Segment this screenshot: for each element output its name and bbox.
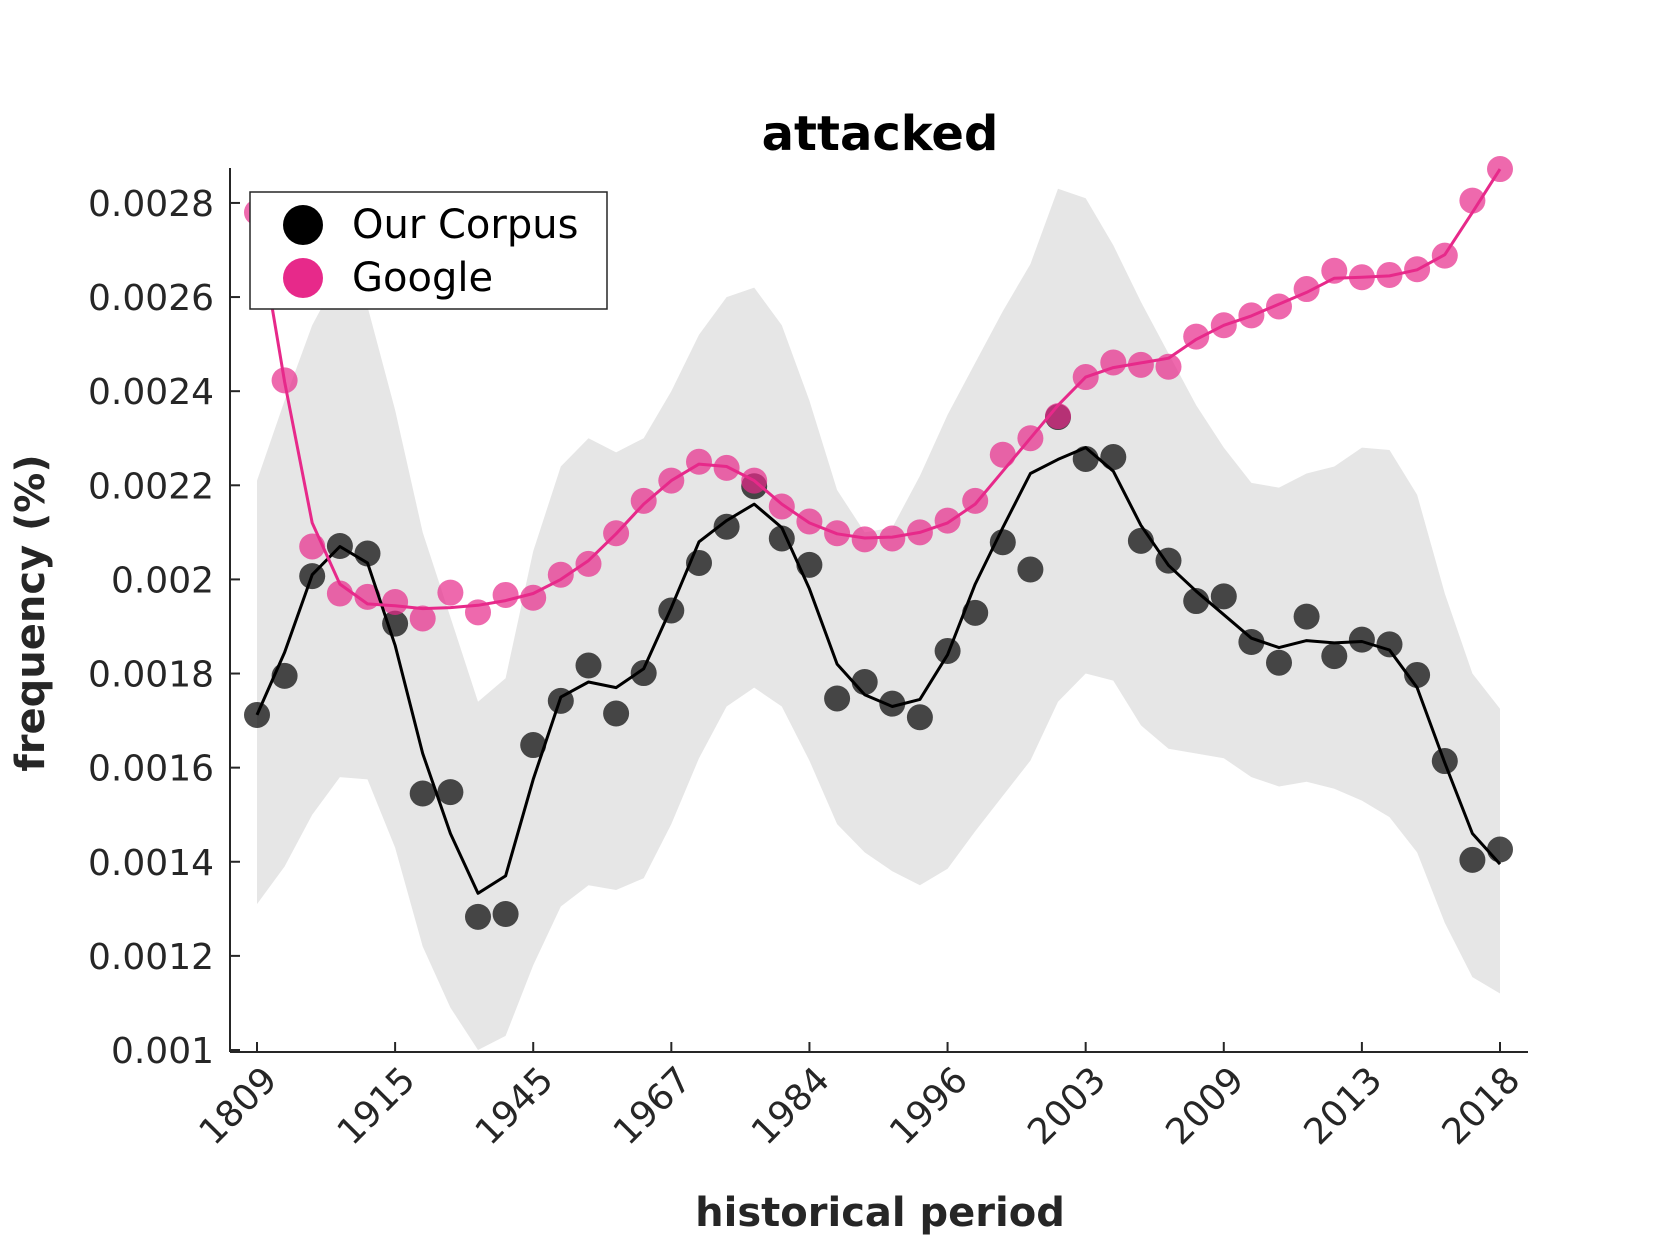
band-area	[257, 188, 1500, 1051]
data-point	[879, 690, 906, 717]
data-point	[934, 507, 961, 534]
data-point	[1127, 351, 1154, 378]
data-point	[1100, 444, 1127, 471]
data-point	[713, 513, 740, 540]
data-point	[1266, 649, 1292, 676]
data-point	[1459, 846, 1486, 873]
data-point	[1348, 626, 1375, 653]
data-point	[962, 599, 989, 626]
legend: Our Corpus Google	[249, 191, 608, 310]
data-point	[575, 652, 602, 679]
data-point	[1376, 631, 1403, 658]
data-point	[1321, 643, 1348, 670]
data-point	[1210, 583, 1237, 610]
y-tick-label: 0.0016	[88, 749, 214, 790]
axes	[229, 168, 1528, 1053]
chart-title: attacked	[762, 106, 999, 162]
legend-label-google: Google	[352, 255, 493, 301]
y-tick-label: 0.0028	[88, 184, 214, 225]
data-point	[989, 441, 1016, 468]
data-point	[437, 579, 464, 606]
data-point	[1017, 556, 1044, 583]
data-point	[575, 550, 602, 577]
confidence-band	[257, 188, 1500, 1051]
data-point	[244, 701, 270, 728]
legend-label-our-corpus: Our Corpus	[352, 202, 578, 248]
data-point	[906, 704, 933, 731]
y-axis-label: frequency (%)	[8, 454, 54, 771]
x-tick-label: 1945	[468, 1059, 562, 1153]
data-point	[465, 903, 491, 930]
data-point	[630, 487, 657, 514]
data-point	[796, 551, 823, 578]
data-point	[1238, 629, 1265, 655]
data-point	[1293, 603, 1320, 630]
data-point	[492, 901, 519, 927]
data-point	[409, 780, 436, 807]
trend-line-google	[255, 168, 1502, 611]
x-axis-label: historical period	[695, 1190, 1065, 1236]
y-tick-label: 0.0012	[88, 937, 214, 978]
data-point	[382, 589, 409, 615]
y-tick-label: 0.0014	[88, 843, 214, 884]
y-tick-label: 0.0026	[88, 278, 214, 319]
data-point	[1045, 403, 1071, 430]
data-point	[1459, 187, 1486, 214]
y-tick-label: 0.0024	[88, 372, 214, 413]
legend-marker-google	[283, 258, 323, 298]
x-tick-label: 2018	[1435, 1059, 1529, 1153]
y-ticks: 0.001 0.0012 0.0014 0.0016 0.0018 0.002 0.0022…	[88, 184, 240, 1072]
data-point	[492, 581, 519, 608]
data-point	[1487, 156, 1513, 183]
x-tick-label: 2009	[1158, 1059, 1252, 1153]
data-point	[520, 732, 547, 759]
x-tick-label: 1809	[192, 1059, 286, 1153]
x-tick-label: 1984	[744, 1059, 838, 1153]
data-point	[851, 669, 878, 695]
x-ticks: 1809 1915 1945 1967 1984 1996 2003 2009 2013 2018	[192, 1042, 1529, 1153]
y-tick-label: 0.001	[111, 1031, 214, 1072]
data-point	[1072, 445, 1099, 472]
data-point	[824, 685, 851, 712]
x-tick-label: 2013	[1296, 1059, 1390, 1153]
data-point	[1487, 836, 1513, 863]
data-point	[989, 529, 1016, 556]
x-tick-label: 1996	[882, 1059, 976, 1153]
y-tick-label: 0.0022	[88, 466, 214, 507]
data-point	[630, 660, 657, 687]
y-tick-label: 0.002	[111, 560, 214, 601]
data-point	[409, 605, 436, 632]
y-tick-label: 0.0018	[88, 655, 214, 696]
data-point	[1404, 661, 1431, 688]
x-tick-label: 1967	[606, 1059, 700, 1153]
trend-line-our-corpus	[255, 446, 1502, 895]
data-point	[437, 779, 464, 806]
series	[244, 156, 1513, 930]
x-tick-label: 2003	[1020, 1059, 1114, 1153]
legend-marker-our-corpus	[283, 205, 323, 245]
data-point	[1183, 588, 1210, 615]
data-point	[603, 700, 630, 727]
x-tick-label: 1915	[330, 1059, 424, 1153]
